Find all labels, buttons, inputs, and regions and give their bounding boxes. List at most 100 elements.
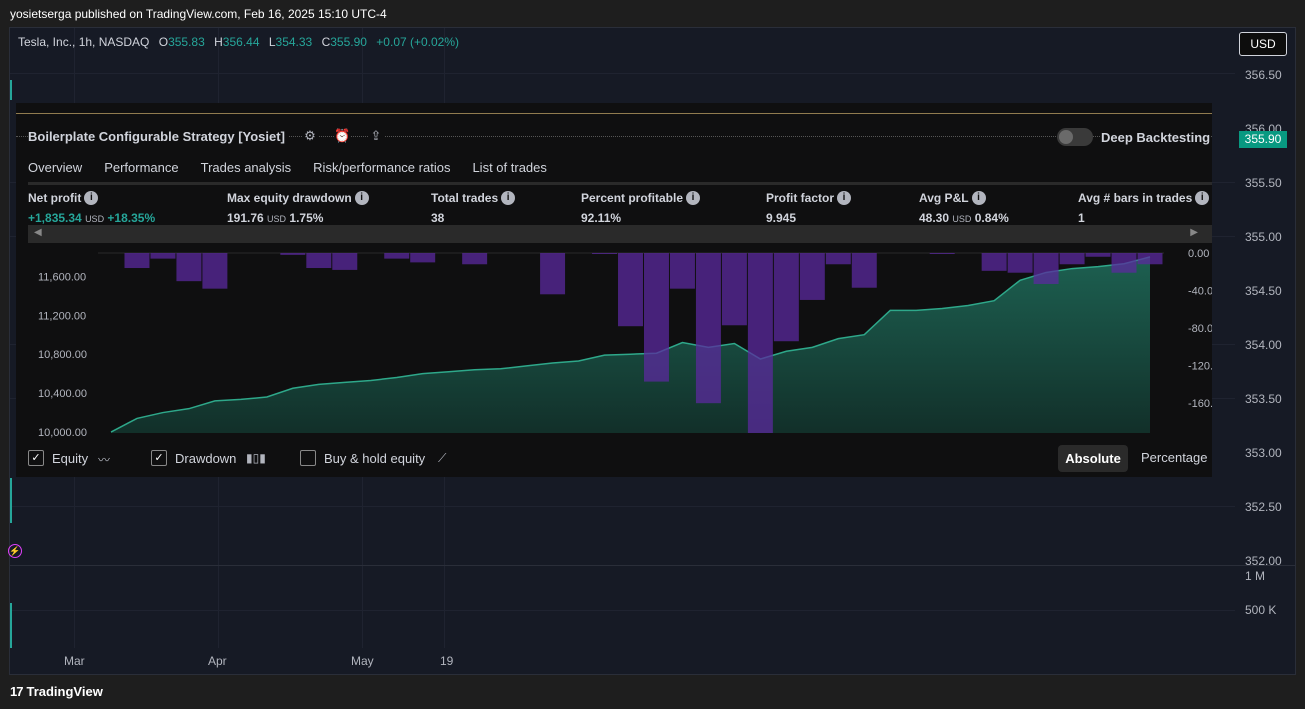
high-value: 356.44 — [222, 35, 260, 49]
tab-risk-ratios[interactable]: Risk/performance ratios — [313, 160, 451, 175]
drawdown-bar — [280, 253, 306, 255]
drawdown-bar — [721, 253, 747, 326]
drawdown-bar — [695, 253, 721, 404]
strategy-tester-panel: Boilerplate Configurable Strategy [Yosie… — [16, 103, 1212, 477]
close-value: 355.90 — [330, 35, 367, 49]
price-axis-label: 355.00 — [1245, 230, 1282, 244]
time-axis-label: 19 — [440, 654, 454, 668]
equity-label: Equity — [52, 451, 89, 466]
deep-backtesting-label: Deep Backtesting — [1101, 130, 1211, 145]
publication-info: yosietserga published on TradingView.com… — [10, 7, 387, 21]
symbol-name: Tesla, Inc., 1h, NASDAQ — [18, 35, 150, 49]
volume-axis-label: 1 M — [1245, 569, 1266, 583]
metric-label: Avg # bars in trades — [1078, 191, 1193, 205]
drawdown-bar — [851, 253, 877, 288]
metric-net-profit: Net profit i +1,835.34 USD +18.35% — [28, 189, 155, 225]
pane-separator[interactable] — [10, 565, 1295, 566]
price-edge-marker — [10, 478, 12, 523]
drawdown-bar — [643, 253, 669, 382]
left-axis-tick: 11,200.00 — [38, 310, 86, 322]
left-axis-tick: 11,600.00 — [38, 271, 86, 283]
left-axis-tick: 10,400.00 — [38, 388, 87, 400]
tab-performance[interactable]: Performance — [104, 160, 179, 175]
equity-line — [110, 256, 1151, 433]
metric-avg-pnl: Avg P&L i 48.30 USD 0.84% — [919, 189, 1009, 225]
metric-value: 38 — [431, 211, 445, 225]
metric-label: Net profit — [28, 191, 82, 205]
tab-overview[interactable]: Overview — [28, 160, 83, 175]
price-axis-label: 355.50 — [1245, 176, 1282, 190]
drawdown-bar — [825, 253, 851, 265]
area-chart-icon: 〰 — [98, 453, 111, 467]
percentage-button[interactable]: Percentage — [1141, 450, 1208, 465]
scroll-right-icon[interactable]: ▶ — [1190, 227, 1198, 238]
price-edge-marker — [10, 80, 12, 100]
buy-hold-label: Buy & hold equity — [324, 451, 426, 466]
metric-value: 48.30 USD 0.84% — [919, 211, 1009, 225]
equity-checkbox[interactable]: ✓ — [28, 450, 44, 466]
metric-label: Total trades — [431, 191, 499, 205]
drawdown-bar — [1059, 253, 1085, 265]
high-label: H — [214, 35, 223, 49]
lightning-icon[interactable]: ⚡ — [8, 544, 22, 558]
current-price-tag: 355.90 — [1239, 131, 1287, 148]
metric-label: Avg P&L — [919, 191, 969, 205]
drawdown-bar — [981, 253, 1007, 271]
tab-list-of-trades[interactable]: List of trades — [472, 160, 547, 175]
right-axis-tick: -40.00 — [1188, 286, 1212, 298]
strategy-tabs: Overview Performance Trades analysis Ris… — [28, 160, 547, 175]
drawdown-label: Drawdown — [175, 451, 237, 466]
metric-avg-bars: Avg # bars in trades i 1 — [1078, 189, 1210, 225]
panel-divider — [16, 113, 1212, 114]
toggle-knob — [1059, 130, 1073, 144]
metric-label: Max equity drawdown — [227, 191, 352, 205]
time-axis-label: Mar — [64, 654, 85, 668]
drawdown-bar — [1033, 253, 1059, 284]
info-icon[interactable]: i — [971, 190, 986, 205]
info-icon[interactable]: i — [84, 190, 99, 205]
drawdown-bar — [1007, 253, 1033, 273]
footer-brand: 17 TradingView — [10, 684, 103, 699]
metrics-scrollbar[interactable]: ◀ ▶ — [28, 225, 1212, 243]
equity-drawdown-chart[interactable]: 11,600.00 11,200.00 10,800.00 10,400.00 10,0… — [16, 243, 1212, 443]
right-axis-tick: -160.00 — [1188, 398, 1212, 410]
info-icon[interactable]: i — [1195, 190, 1210, 205]
drawdown-checkbox[interactable]: ✓ — [151, 450, 167, 466]
drawdown-bar — [1111, 253, 1137, 273]
currency-button[interactable]: USD — [1239, 32, 1287, 56]
metric-max-drawdown: Max equity drawdown i 191.76 USD 1.75% — [227, 189, 369, 225]
tab-trades-analysis[interactable]: Trades analysis — [200, 160, 292, 175]
line-chart-icon: ⟋ — [438, 451, 447, 465]
info-icon[interactable]: i — [354, 190, 369, 205]
price-axis-label: 354.00 — [1245, 338, 1282, 352]
chart-legend: ✓ Equity 〰 ✓ Drawdown ▮▯▮ Buy & hold equ… — [28, 448, 1212, 470]
settings-icon[interactable]: ⚙ — [302, 128, 318, 144]
info-icon[interactable]: i — [686, 190, 701, 205]
drawdown-bar — [124, 253, 150, 269]
metric-value: 92.11% — [581, 211, 622, 225]
drawdown-bar — [592, 253, 618, 254]
scroll-left-icon[interactable]: ◀ — [34, 227, 42, 238]
price-axis-label: 356.50 — [1245, 68, 1282, 82]
drawdown-bar — [176, 253, 202, 282]
info-icon[interactable]: i — [837, 190, 852, 205]
metric-value: 191.76 USD 1.75% — [227, 211, 324, 225]
buy-hold-checkbox[interactable] — [300, 450, 316, 466]
export-icon[interactable]: ⇪ — [368, 128, 384, 144]
symbol-legend[interactable]: Tesla, Inc., 1h, NASDAQ O355.83 H356.44 … — [18, 35, 459, 49]
absolute-button[interactable]: Absolute — [1058, 445, 1128, 472]
time-axis-label: May — [351, 654, 374, 668]
bar-chart-icon: ▮▯▮ — [246, 451, 266, 465]
drawdown-bar — [799, 253, 825, 300]
right-axis-tick: -120.00 — [1188, 361, 1212, 373]
open-label: O — [158, 35, 169, 49]
left-axis-tick: 10,800.00 — [38, 349, 87, 361]
drawdown-bar — [202, 253, 228, 289]
price-axis-label: 353.00 — [1245, 446, 1282, 460]
drawdown-bar — [773, 253, 799, 342]
deep-backtesting-toggle[interactable] — [1057, 128, 1093, 146]
alarm-clock-icon[interactable]: ⏰ — [334, 128, 351, 144]
tradingview-logo-icon: 17 — [10, 684, 24, 699]
info-icon[interactable]: i — [501, 190, 516, 205]
drawdown-bar — [929, 253, 955, 254]
